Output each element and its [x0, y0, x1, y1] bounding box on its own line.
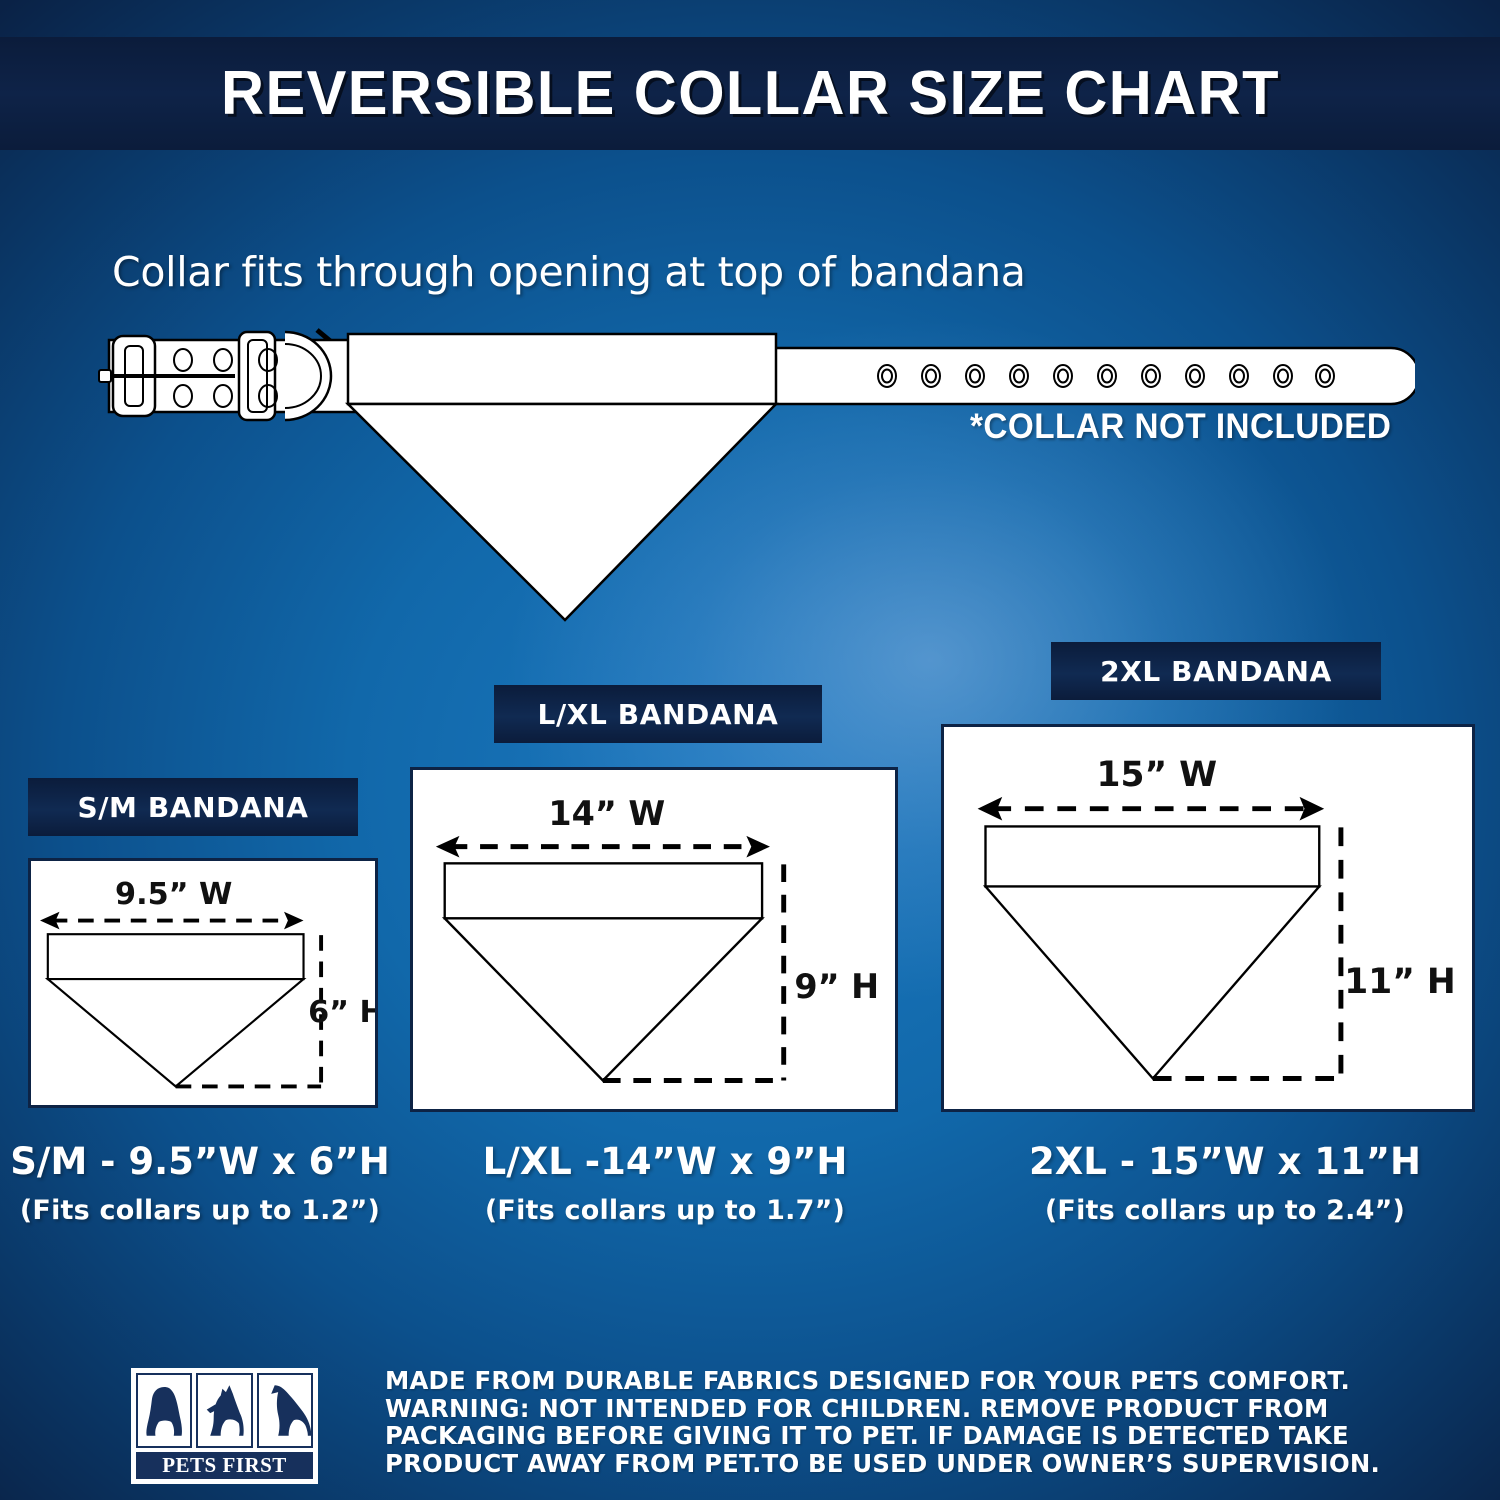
d-loop-rivets — [258, 348, 278, 408]
caption-main-sm: S/M - 9.5”W x 6”H — [10, 1140, 390, 1183]
bandana-triangle-sm — [44, 978, 307, 1088]
bandana-sleeve-2xl — [984, 825, 1321, 888]
footer-disclaimer: MADE FROM DURABLE FABRICS DESIGNED FOR Y… — [385, 1367, 1395, 1477]
size-diagram-lxl: 14” W 9” H — [435, 794, 879, 1083]
keeper-rivets — [213, 348, 233, 408]
keeper-loop — [237, 330, 277, 422]
bandana-sleeve — [346, 332, 778, 406]
size-block-sm: S/M BANDANA 9.5” W 6” H — [28, 778, 378, 1108]
width-label-sm: 9.5” W — [115, 877, 232, 912]
dog-shaking-paw-icon — [196, 1373, 253, 1448]
size-block-lxl: L/XL BANDANA 14” W 9” H — [410, 685, 898, 1112]
hero-caption: Collar fits through opening at top of ba… — [112, 248, 1026, 296]
dog-sitting-icon — [136, 1373, 193, 1448]
caption-sub-lxl: (Fits collars up to 1.7”) — [484, 1195, 846, 1226]
width-label-2xl: 15” W — [1097, 755, 1218, 795]
bandana-sleeve-sm — [46, 933, 305, 981]
size-diagram-2xl: 15” W 11” H — [977, 755, 1456, 1081]
height-label-2xl: 11” H — [1344, 962, 1455, 1002]
size-card-lxl: 14” W 9” H — [410, 767, 898, 1112]
footer-line-1: MADE FROM DURABLE FABRICS DESIGNED FOR Y… — [385, 1366, 1350, 1395]
caption-sub-sm: (Fits collars up to 1.2”) — [19, 1195, 381, 1226]
size-diagram-sm: 9.5” W 6” H — [40, 877, 375, 1089]
header-band: REVERSIBLE COLLAR SIZE CHART — [0, 37, 1500, 150]
page-title: REVERSIBLE COLLAR SIZE CHART — [220, 59, 1280, 128]
pets-first-logo: PETS FIRST — [131, 1368, 318, 1484]
d-loop-icon — [284, 330, 333, 422]
bandana-triangle-2xl — [982, 885, 1322, 1081]
height-label-sm: 6” H — [308, 995, 375, 1030]
caption-sub-2xl: (Fits collars up to 2.4”) — [1044, 1195, 1406, 1226]
bandana-sleeve-lxl — [443, 862, 764, 920]
size-block-2xl: 2XL BANDANA 15” W 11” H — [941, 642, 1475, 1112]
width-dimension-lxl — [435, 835, 770, 858]
caption-main-2xl: 2XL - 15”W x 11”H — [1029, 1140, 1421, 1183]
bandana-triangle — [344, 402, 779, 622]
height-dimension-lxl — [602, 864, 787, 1083]
size-label-lxl: L/XL BANDANA — [494, 685, 822, 743]
size-card-sm: 9.5” W 6” H — [28, 858, 378, 1108]
bandana-triangle-lxl — [441, 917, 765, 1083]
caption-main-lxl: L/XL -14”W x 9”H — [482, 1140, 848, 1183]
size-label-sm: S/M BANDANA — [28, 778, 358, 836]
width-dimension-sm — [40, 911, 304, 930]
logo-dog-panels — [136, 1373, 313, 1448]
width-label-lxl: 14” W — [548, 794, 665, 833]
width-dimension-2xl — [977, 796, 1325, 821]
height-label-lxl: 9” H — [794, 967, 879, 1006]
logo-wordmark: PETS FIRST — [136, 1452, 313, 1479]
dog-shepherd-icon — [256, 1373, 313, 1448]
buckle-rivets — [173, 348, 193, 408]
collar-not-included-note: *COLLAR NOT INCLUDED — [970, 407, 1392, 446]
buckle-icon — [98, 334, 235, 418]
footer-line-3: PACKAGING BEFORE GIVING IT TO PET. IF DA… — [385, 1421, 1349, 1450]
footer-line-2: WARNING: NOT INTENDED FOR CHILDREN. REMO… — [385, 1393, 1329, 1423]
size-label-2xl: 2XL BANDANA — [1051, 642, 1381, 700]
size-card-2xl: 15” W 11” H — [941, 724, 1475, 1112]
height-dimension-2xl — [1152, 827, 1344, 1081]
footer-line-4: PRODUCT AWAY FROM PET.TO BE USED UNDER O… — [385, 1448, 1380, 1478]
collar-holes — [877, 364, 1335, 388]
collar-bandana-illustration — [98, 328, 1415, 622]
